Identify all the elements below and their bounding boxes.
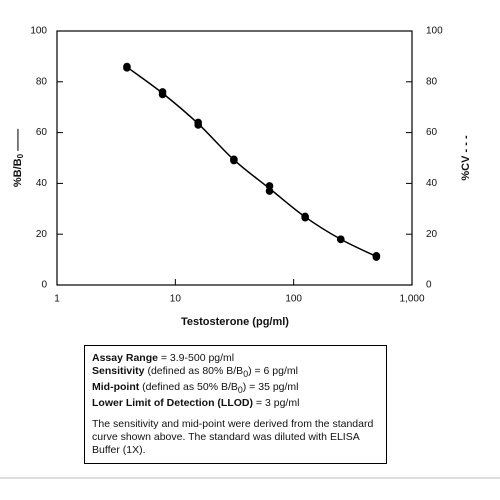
y-title-sub: 0 <box>16 153 25 158</box>
plot-frame <box>56 30 413 286</box>
info-line: Sensitivity (defined as 80% B/B0) = 6 pg… <box>92 365 379 381</box>
fit-curve <box>126 66 377 258</box>
y-tick-label: 0 <box>41 280 47 291</box>
x-tick-label: 1,000 <box>399 294 424 305</box>
info-label: Sensitivity <box>92 365 145 377</box>
data-point <box>194 121 202 129</box>
y2-tick-label: 80 <box>426 76 438 87</box>
info-label: Mid-point <box>92 381 140 394</box>
x-axis-title: Testosterone (pg/ml) <box>181 316 289 328</box>
y2-axis-title: %CV - - - <box>460 135 472 181</box>
y2-tick-label: 0 <box>426 280 432 291</box>
y-axis-title: %B/B0 —— <box>12 129 25 187</box>
y-title-main: %B/B <box>12 158 24 187</box>
data-point <box>372 253 381 261</box>
info-note: The sensitivity and mid-point were deriv… <box>92 418 374 457</box>
info-text: ) = 35 pg/ml <box>242 381 299 394</box>
info-subscript: 0 <box>237 385 243 396</box>
y-tick-label: 100 <box>30 26 47 37</box>
info-line: Lower Limit of Detection (LLOD) = 3 pg/m… <box>92 397 379 410</box>
info-text: (defined as 50% B/B <box>139 381 238 394</box>
info-text: = 3.9-500 pg/ml <box>157 352 235 364</box>
y2-tick-label: 40 <box>426 178 438 189</box>
info-subscript: 0 <box>243 369 249 380</box>
y-tick-label: 80 <box>36 76 48 87</box>
y-tick-label: 40 <box>36 178 48 189</box>
info-label: Lower Limit of Detection (LLOD) <box>92 397 253 410</box>
info-line: Assay Range = 3.9-500 pg/ml <box>92 352 379 365</box>
y-title-line: —— <box>12 129 24 151</box>
info-line: Mid-point (defined as 50% B/B0) = 35 pg/… <box>92 381 379 397</box>
y2-tick-label: 100 <box>426 26 443 37</box>
y-tick-label: 20 <box>36 229 48 240</box>
info-label: Assay Range <box>92 352 158 364</box>
x-tick-label: 1 <box>54 294 60 305</box>
x-tick-label: 10 <box>170 294 182 305</box>
y-tick-label: 60 <box>36 127 48 138</box>
info-box: Assay Range = 3.9-500 pg/ml Sensitivity (… <box>84 345 387 465</box>
info-text: (defined as 80% B/B <box>144 365 244 377</box>
y2-tick-label: 60 <box>426 127 438 138</box>
info-text: ) = 6 pg/ml <box>248 365 298 377</box>
x-tick-label: 100 <box>285 294 302 305</box>
y2-tick-label: 20 <box>426 229 438 240</box>
info-text: = 3 pg/ml <box>253 397 300 410</box>
